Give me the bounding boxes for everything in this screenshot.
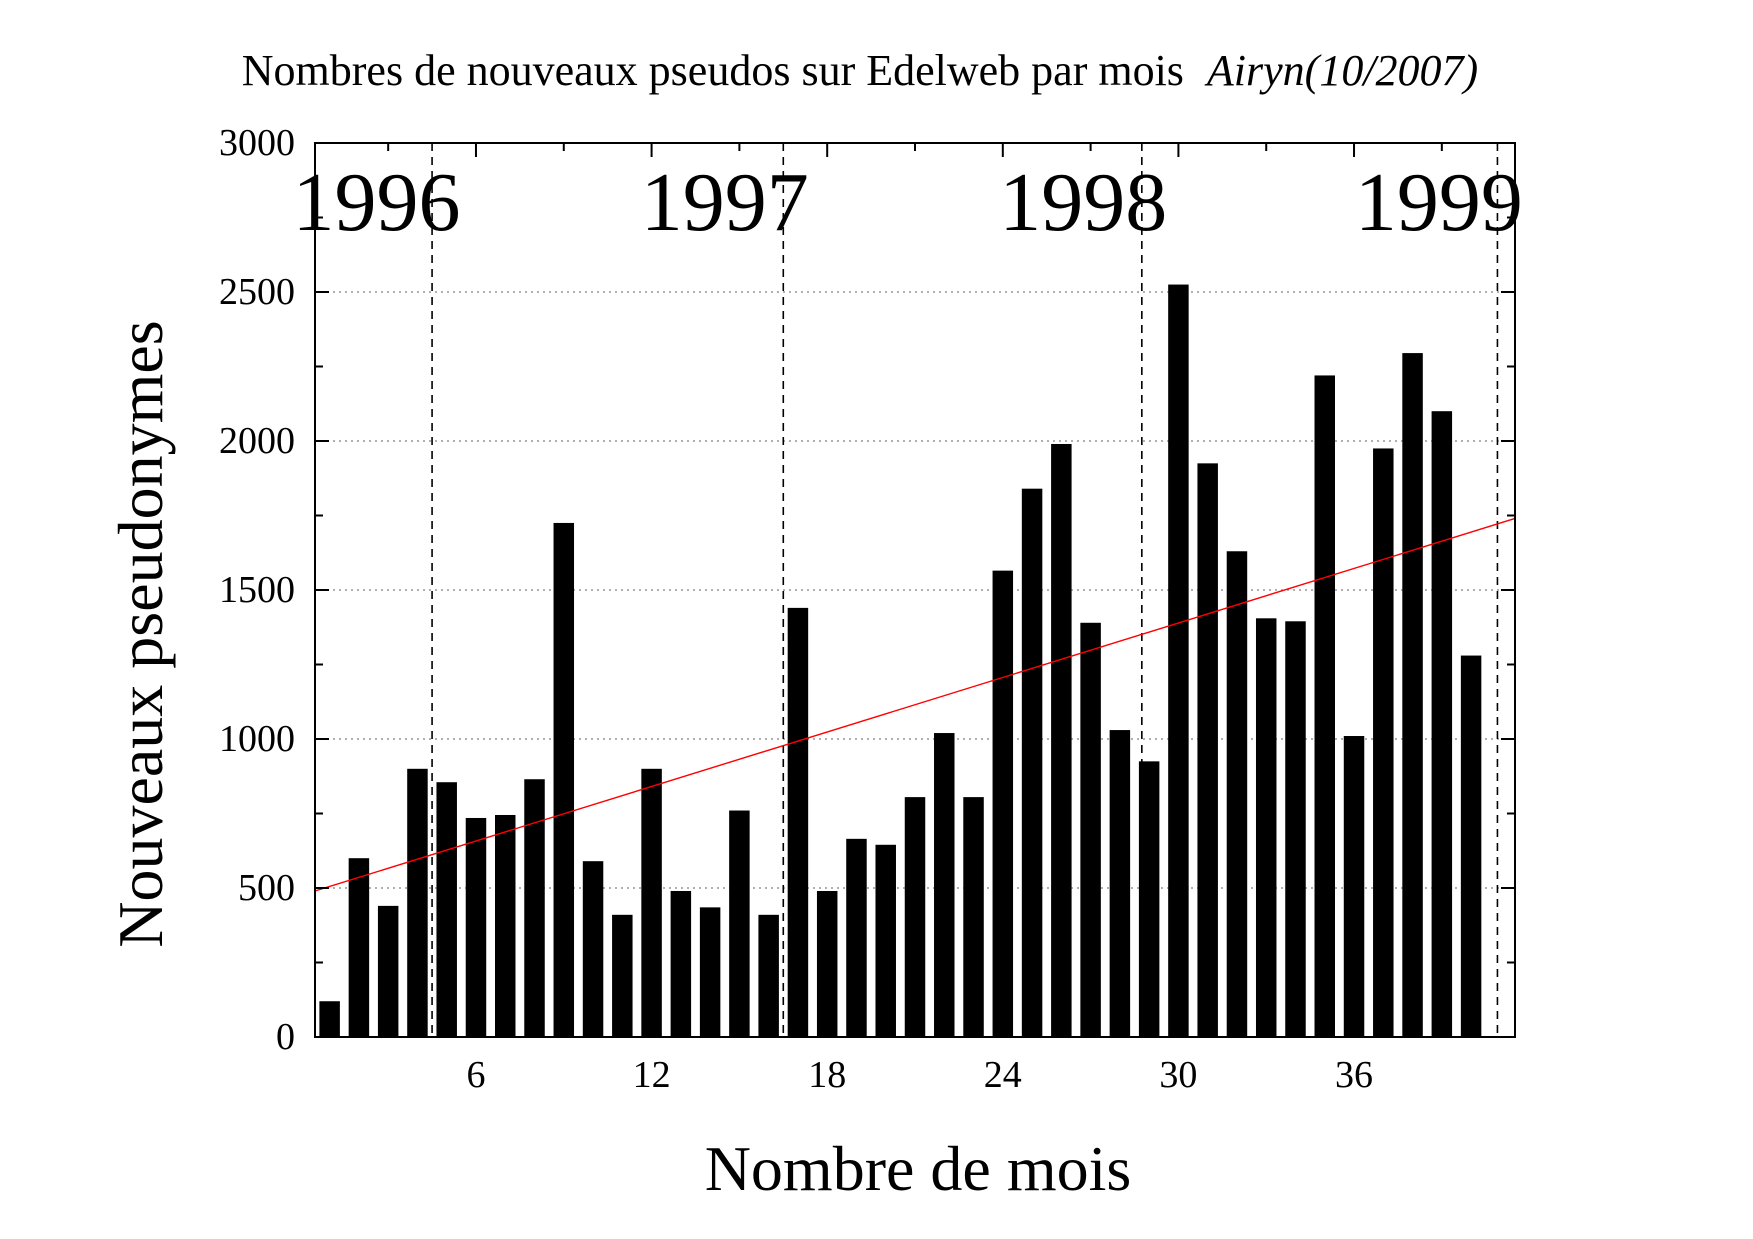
trend-line (314, 517, 1516, 892)
bar (992, 570, 1014, 1037)
year-label: 1999 (1355, 156, 1523, 249)
year-dividers: 1996 1997 1998 1999 (292, 143, 1523, 1037)
bar (729, 810, 750, 1037)
bar (816, 890, 838, 1037)
bar (1343, 736, 1365, 1037)
bar (348, 858, 370, 1037)
y-tick-label: 0 (276, 1016, 295, 1058)
bar (1051, 443, 1072, 1038)
y-tick-label: 3000 (219, 122, 295, 164)
bar (875, 844, 896, 1037)
bar (934, 733, 955, 1037)
bar (1460, 655, 1482, 1037)
chart-title: Nombres de nouveaux pseudos sur Edelweb … (242, 46, 1478, 95)
x-tick-label: 12 (633, 1054, 671, 1096)
bar (1021, 488, 1043, 1037)
y-tick-label: 2000 (219, 420, 295, 462)
bar (377, 905, 399, 1037)
bar (1285, 621, 1306, 1037)
x-tick-label: 36 (1335, 1054, 1373, 1096)
y-axis-label: Nouveaux pseudonymes (105, 320, 176, 947)
x-tick-label: 24 (984, 1054, 1022, 1096)
bar (1402, 353, 1423, 1038)
bar (436, 782, 457, 1037)
bar (1431, 411, 1453, 1037)
bar (670, 890, 692, 1037)
y-tick-label: 1000 (219, 718, 295, 760)
bar (1314, 375, 1335, 1037)
bar (1080, 622, 1101, 1037)
x-tick-label: 18 (808, 1054, 846, 1096)
bar (1255, 618, 1277, 1037)
bar (319, 1001, 340, 1037)
year-label: 1997 (641, 156, 809, 249)
x-axis-ticks: 6 12 18 24 30 36 (387, 143, 1443, 1096)
bar (495, 814, 516, 1037)
bar (1168, 284, 1189, 1037)
x-axis-label: Nombre de mois (705, 1133, 1132, 1204)
bar (846, 838, 867, 1037)
y-tick-label: 1500 (219, 569, 295, 611)
y-axis-ticks: 0 500 1000 1500 2000 2500 3000 (219, 122, 1515, 1058)
chart-title-author: Airyn(10/2007) (1204, 46, 1478, 95)
bar (1109, 730, 1131, 1037)
bar (904, 797, 926, 1037)
bar (1197, 463, 1218, 1038)
year-label: 1996 (292, 156, 460, 249)
bar (699, 907, 721, 1037)
x-tick-label: 30 (1159, 1054, 1197, 1096)
bar (1373, 448, 1394, 1037)
x-tick-label: 6 (466, 1054, 485, 1096)
bar (465, 817, 487, 1037)
y-tick-label: 2500 (219, 271, 295, 313)
bar (787, 607, 809, 1037)
bar (553, 522, 575, 1037)
y-tick-label: 500 (238, 867, 295, 909)
bar (758, 914, 779, 1037)
bar (612, 914, 633, 1037)
bar (1226, 551, 1248, 1037)
bar (641, 768, 662, 1037)
chart-title-text: Nombres de nouveaux pseudos sur Edelweb … (242, 46, 1184, 95)
bars (319, 284, 1482, 1038)
bar (1138, 761, 1160, 1037)
year-label: 1998 (999, 156, 1167, 249)
bar (524, 779, 545, 1037)
bar (407, 768, 428, 1037)
bar (963, 797, 984, 1037)
bar (582, 861, 604, 1037)
